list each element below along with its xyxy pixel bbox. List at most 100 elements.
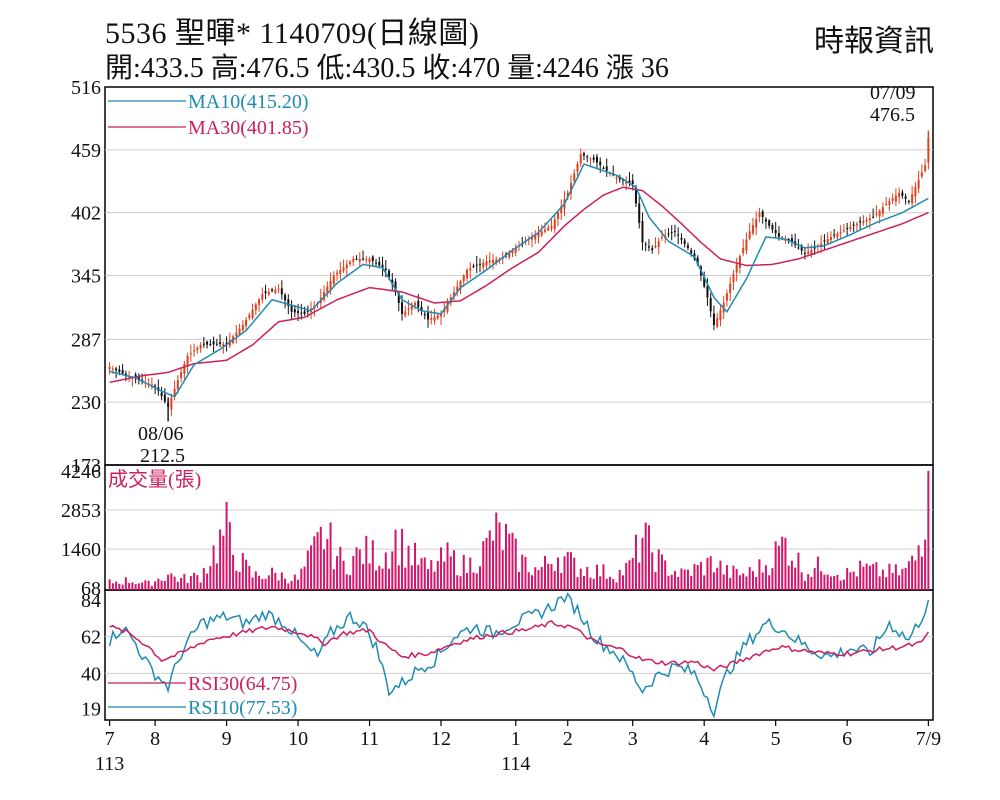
candle-body: [644, 244, 647, 246]
candle-body: [670, 232, 673, 234]
volume-bar: [550, 564, 553, 590]
candle-body: [784, 239, 787, 241]
volume-bar: [209, 566, 212, 590]
volume-bar: [790, 560, 793, 590]
volume-bar: [170, 573, 173, 590]
candle-body: [111, 368, 114, 370]
candle-body: [118, 369, 121, 372]
volume-bar: [547, 563, 550, 590]
volume-bar: [375, 570, 378, 590]
candle-body: [300, 312, 303, 314]
volume-bar: [410, 565, 413, 590]
candle-body: [556, 212, 559, 219]
volume-bar: [605, 578, 608, 590]
volume-bar: [738, 575, 741, 590]
x-tick-label: 10: [288, 728, 308, 750]
candle-body: [872, 216, 875, 218]
candle-body: [108, 366, 111, 370]
candle-body: [771, 225, 774, 230]
volume-bar: [300, 568, 303, 590]
candle-body: [891, 198, 894, 201]
candle-body: [381, 264, 384, 268]
candle-body: [777, 233, 780, 237]
candle-body: [849, 226, 852, 230]
candle-body: [654, 245, 657, 248]
candle-body: [183, 363, 186, 374]
candle-body: [852, 224, 855, 226]
volume-bar: [878, 576, 881, 590]
candle-body: [625, 181, 628, 184]
volume-bar: [911, 555, 914, 590]
volume-bar: [433, 571, 436, 590]
candle-body: [651, 248, 654, 251]
volume-bar: [891, 572, 894, 590]
x-tick-label: 2: [563, 728, 573, 750]
candle-body: [855, 223, 858, 226]
candle-body: [222, 343, 225, 348]
candle-body: [820, 243, 823, 248]
volume-bar: [180, 577, 183, 590]
volume-bar: [284, 578, 287, 590]
volume-bar: [264, 578, 267, 590]
candle-body: [686, 245, 689, 248]
candle-body: [690, 250, 693, 254]
volume-bar: [115, 581, 118, 590]
volume-bar: [277, 580, 280, 590]
candle-body: [599, 161, 602, 166]
volume-bar: [566, 551, 569, 590]
volume-bar: [137, 583, 140, 590]
candle-body: [495, 259, 498, 264]
volume-bar: [238, 571, 241, 590]
x-tick-label: 8: [150, 728, 160, 750]
candle-body: [547, 227, 550, 231]
volume-bar: [319, 526, 322, 590]
volume-bar: [167, 574, 170, 590]
volume-bar: [621, 575, 624, 590]
volume-bar: [378, 565, 381, 590]
volume-bar: [556, 557, 559, 590]
volume-bar: [917, 545, 920, 590]
volume-bar: [232, 554, 235, 590]
candle-body: [768, 220, 771, 226]
volume-bar: [849, 572, 852, 590]
x-year-label: 113: [95, 753, 124, 775]
candle-body: [150, 384, 153, 386]
volume-bar: [479, 566, 482, 590]
volume-bar: [820, 571, 823, 590]
volume-bar: [397, 565, 400, 590]
volume-bar: [680, 568, 683, 590]
candle-body: [615, 177, 618, 179]
candle-body: [189, 353, 192, 355]
volume-bar: [592, 578, 595, 590]
candle-body: [508, 252, 511, 258]
volume-tick-label: 4246: [61, 461, 101, 483]
volume-bar: [771, 568, 774, 590]
volume-bar: [219, 529, 222, 590]
candle-body: [303, 311, 306, 315]
candle-body: [641, 221, 644, 243]
volume-bar: [927, 471, 930, 590]
volume-bar: [215, 563, 218, 590]
candle-body: [901, 192, 904, 196]
volume-bar: [160, 580, 163, 590]
candle-body: [592, 157, 595, 160]
volume-bar: [725, 565, 728, 590]
volume-bar: [469, 557, 472, 590]
rsi-tick-label: 40: [81, 663, 101, 685]
candle-body: [514, 247, 517, 253]
candle-body: [475, 264, 478, 266]
volume-bar: [693, 564, 696, 590]
candle-body: [332, 275, 335, 285]
volume-bar: [339, 546, 342, 590]
candle-body: [751, 225, 754, 234]
volume-bar: [495, 512, 498, 590]
rsi10-legend-label: RSI10(77.53): [188, 697, 297, 719]
volume-bar: [280, 572, 283, 590]
volume-bar: [699, 562, 702, 590]
candle-body: [264, 291, 267, 294]
volume-bar: [267, 575, 270, 590]
candle-body: [807, 251, 810, 254]
volume-bar: [709, 556, 712, 590]
volume-bar: [719, 560, 722, 590]
candle-body: [492, 260, 495, 263]
